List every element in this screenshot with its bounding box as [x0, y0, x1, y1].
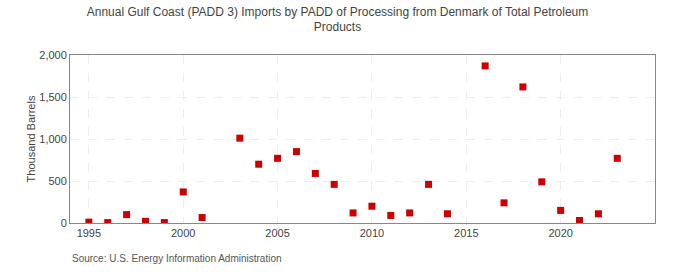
- svg-text:2,000: 2,000: [39, 49, 67, 61]
- svg-text:1,500: 1,500: [39, 91, 67, 103]
- svg-text:2005: 2005: [265, 227, 289, 239]
- svg-text:1,000: 1,000: [39, 133, 67, 145]
- svg-text:2010: 2010: [360, 227, 384, 239]
- svg-text:2020: 2020: [548, 227, 572, 239]
- svg-text:0: 0: [61, 217, 67, 229]
- svg-text:1995: 1995: [77, 227, 101, 239]
- svg-text:2000: 2000: [171, 227, 195, 239]
- svg-text:Annual Gulf Coast (PADD 3) Imp: Annual Gulf Coast (PADD 3) Imports by PA…: [87, 5, 589, 35]
- svg-text:Thousand Barrels: Thousand Barrels: [25, 95, 37, 182]
- svg-text:2015: 2015: [454, 227, 478, 239]
- svg-text:Source: U.S. Energy Informatio: Source: U.S. Energy Information Administ…: [72, 253, 282, 264]
- svg-text:500: 500: [48, 175, 66, 187]
